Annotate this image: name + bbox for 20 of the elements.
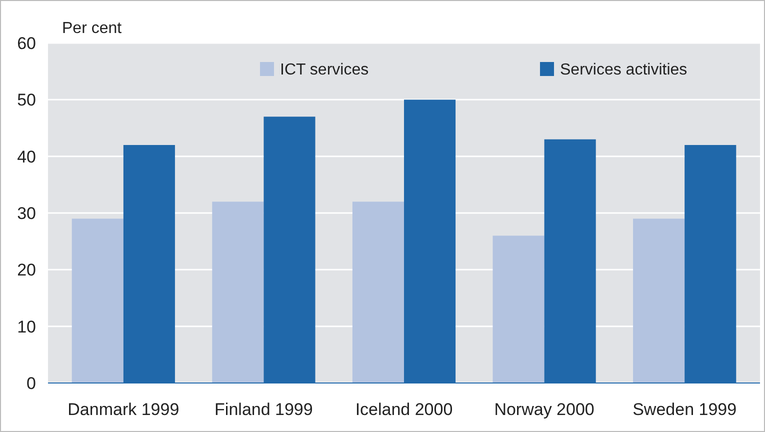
x-tick-label: Danmark 1999 [68,400,180,419]
x-tick-label: Norway 2000 [494,400,594,419]
y-tick-label: 30 [17,204,36,223]
bar [72,218,124,383]
y-tick-label: 50 [17,90,36,110]
bar [352,202,404,383]
y-tick-label: 0 [26,374,36,393]
x-tick-label: Finland 1999 [214,400,313,419]
y-axis-title: Per cent [62,20,122,37]
y-tick-label: 60 [17,34,36,53]
bar [492,236,544,383]
x-tick-label: Iceland 2000 [355,400,453,419]
y-tick-label: 10 [17,317,36,336]
legend-label: Services activities [560,62,688,79]
y-tick-label: 20 [17,260,36,280]
bar [633,218,685,383]
y-tick-label: 40 [17,147,36,166]
legend-label: ICT services [280,62,369,79]
bar [212,202,264,383]
x-tick-label: Sweden 1999 [632,400,737,419]
